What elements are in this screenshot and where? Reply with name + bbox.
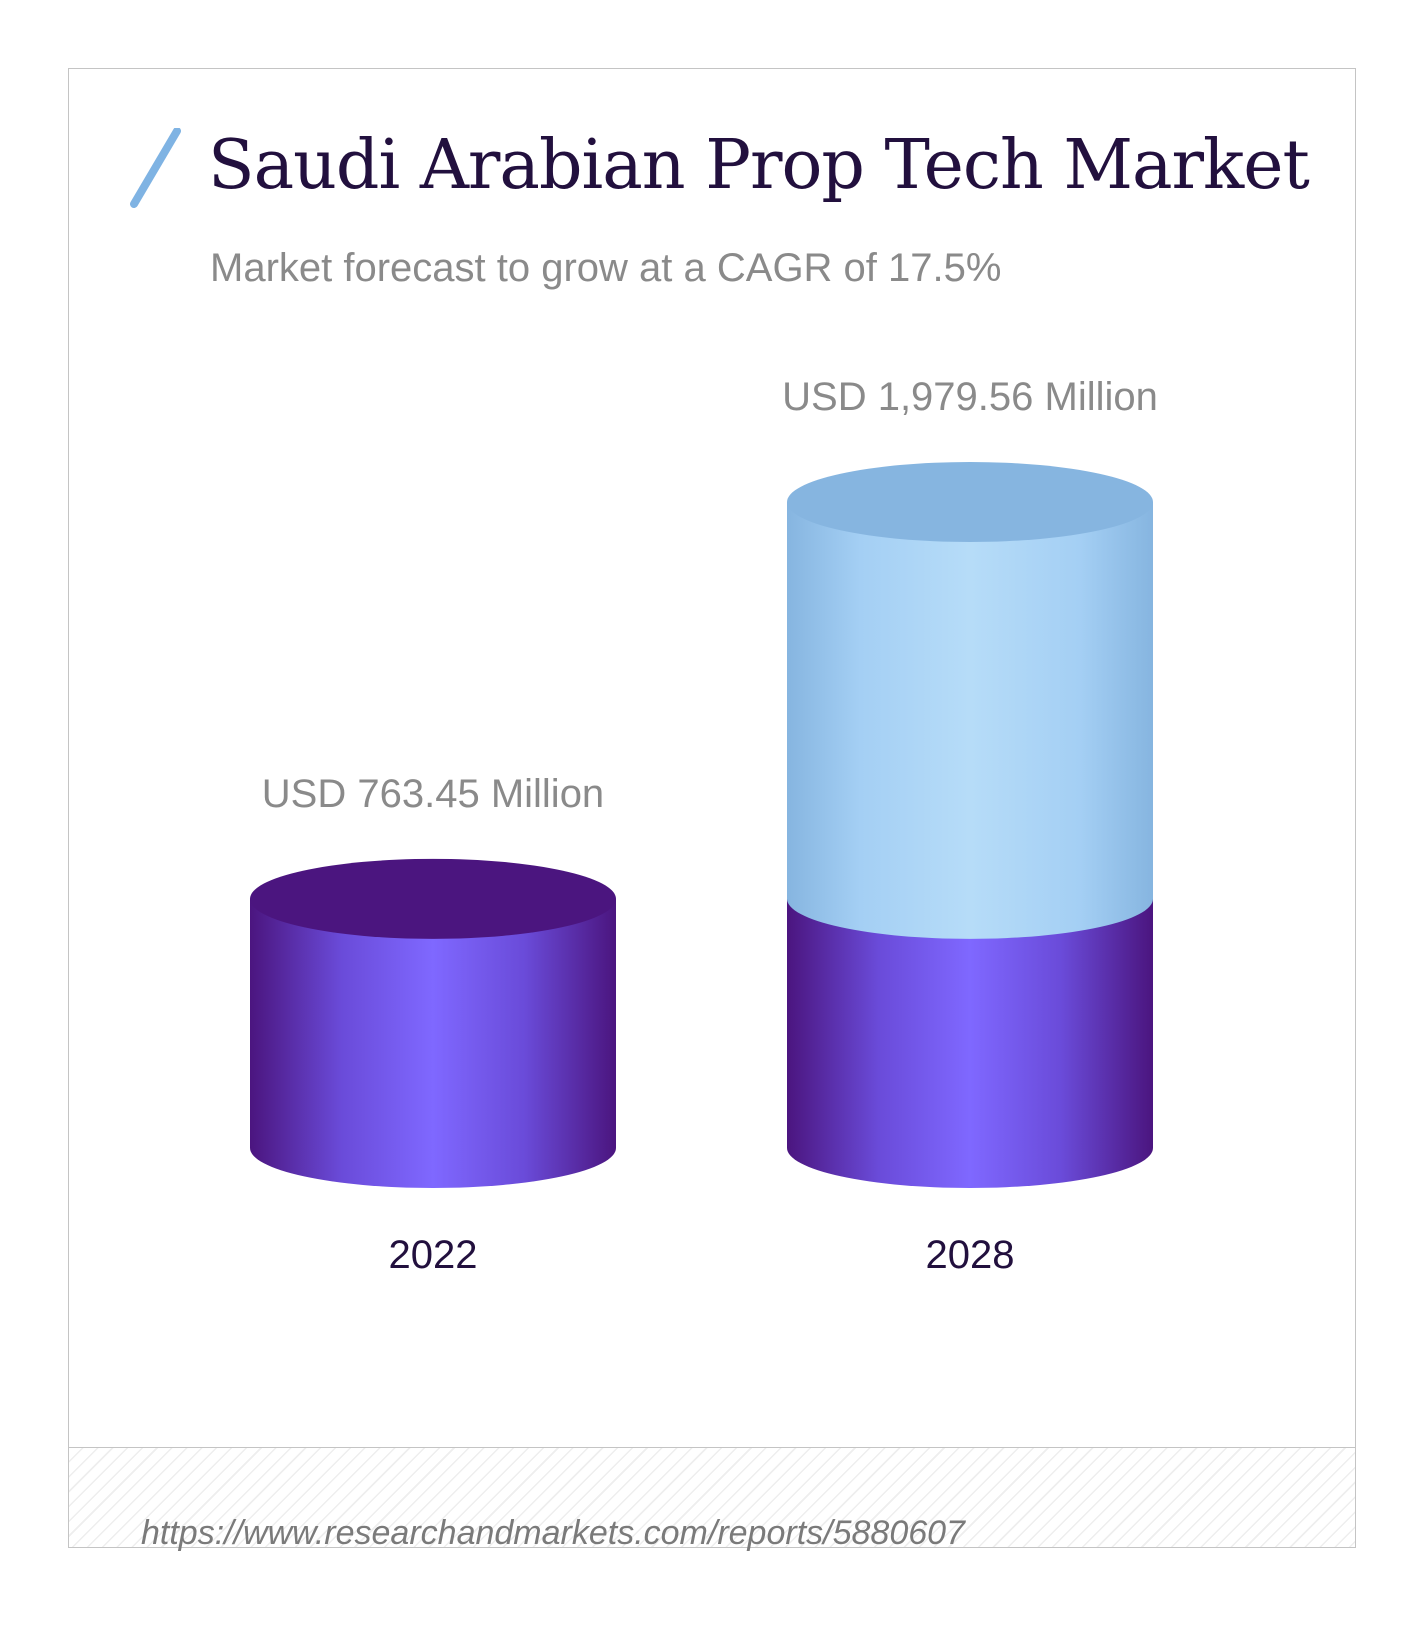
accent-slash-icon [130,128,181,208]
bar-2-growth-segment [787,502,1153,939]
chart-subtitle: Market forecast to grow at a CAGR of 17.… [210,246,1002,290]
bar-2-value-label: USD 1,979.56 Million [782,375,1158,419]
bar-1-top [250,858,616,939]
chart-title: Saudi Arabian Prop Tech Market [208,126,1310,205]
bar-2-top [787,462,1153,542]
bar-1-value-label: USD 763.45 Million [262,772,604,816]
bar-2-base-segment [787,898,1153,1188]
source-footer: https://www.researchandmarkets.com/repor… [69,1447,1355,1552]
cylinder-chart: USD 763.45 Million 2022 USD 1,979.56 Milli… [250,375,1158,1277]
bar-1-category-label: 2022 [389,1233,478,1277]
bar-1-body [250,898,616,1188]
source-url: https://www.researchandmarkets.com/repor… [141,1514,965,1552]
bar-2-category-label: 2028 [926,1233,1015,1277]
